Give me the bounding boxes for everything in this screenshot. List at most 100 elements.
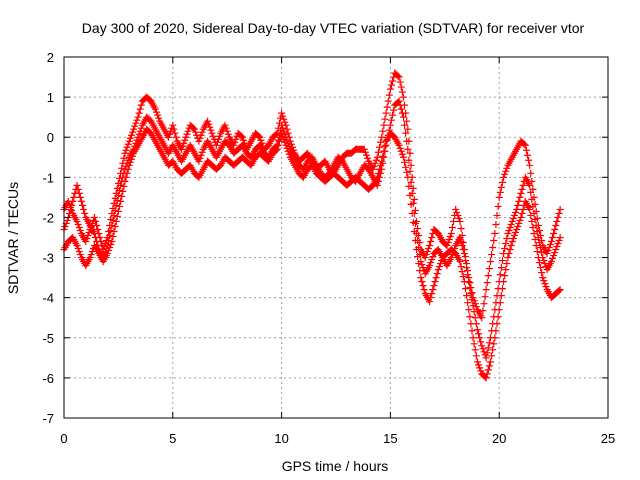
data-point <box>492 327 500 335</box>
data-point <box>493 320 501 328</box>
data-point <box>498 257 506 265</box>
data-point <box>537 264 545 272</box>
data-point <box>428 234 436 241</box>
data-point <box>555 209 563 217</box>
data-point <box>373 153 381 161</box>
data-point <box>404 173 412 181</box>
data-point <box>381 142 389 150</box>
data-point <box>401 121 409 129</box>
data-point <box>69 197 77 205</box>
data-point <box>551 249 559 257</box>
chart-title: Day 300 of 2020, Sidereal Day-to-day VTE… <box>82 20 585 36</box>
data-point <box>458 242 466 250</box>
data-point <box>529 202 537 210</box>
data-point <box>413 246 421 254</box>
data-point <box>214 135 222 143</box>
data-point <box>535 259 543 267</box>
data-point <box>411 237 419 245</box>
data-point <box>166 130 174 138</box>
data-point <box>378 133 386 141</box>
data-point <box>118 164 126 172</box>
data-point <box>498 178 506 186</box>
data-point <box>513 225 521 233</box>
data-point <box>406 167 414 175</box>
data-point <box>514 222 522 230</box>
data-point <box>384 97 392 105</box>
data-point <box>182 133 190 141</box>
data-point <box>506 246 514 254</box>
data-point <box>526 181 534 189</box>
data-point <box>549 255 557 263</box>
data-point <box>208 129 216 137</box>
data-point <box>189 124 197 132</box>
data-point <box>543 250 551 258</box>
data-point <box>490 340 498 348</box>
data-point <box>506 223 514 231</box>
data-point <box>75 223 83 231</box>
data-point <box>471 346 479 354</box>
data-point <box>496 271 504 279</box>
data-point <box>477 338 485 346</box>
y-axis-label: SDTVAR / TECUs <box>5 182 21 294</box>
data-point <box>471 314 479 322</box>
data-point <box>123 143 131 151</box>
data-point <box>281 118 289 126</box>
data-point <box>432 274 440 282</box>
y-tick-label: -1 <box>42 170 54 185</box>
data-point <box>278 129 286 137</box>
plot-frame <box>63 56 609 419</box>
data-point <box>464 271 472 279</box>
data-point <box>81 209 89 217</box>
data-point <box>387 116 395 124</box>
data-point <box>545 244 553 252</box>
data-point <box>414 253 422 261</box>
data-point <box>488 352 496 360</box>
data-point <box>118 192 126 200</box>
data-point <box>553 217 561 225</box>
data-point <box>551 225 559 233</box>
data-point <box>552 221 560 229</box>
data-point <box>137 124 145 132</box>
data-point <box>514 201 522 209</box>
data-point <box>114 207 122 215</box>
data-point <box>409 184 417 192</box>
data-point <box>109 232 117 240</box>
data-point <box>73 242 81 250</box>
data-point <box>274 141 282 149</box>
series-2 <box>60 97 564 362</box>
data-point <box>530 229 538 237</box>
data-point <box>504 229 512 237</box>
data-point <box>427 238 435 246</box>
data-point <box>472 303 480 311</box>
data-point <box>110 211 118 219</box>
data-point <box>438 257 446 265</box>
data-point <box>517 213 525 221</box>
y-tick-label: 0 <box>47 130 54 145</box>
data-point <box>515 197 523 205</box>
data-point <box>504 254 512 262</box>
data-point <box>444 239 452 247</box>
data-point <box>497 264 505 272</box>
data-point <box>507 242 515 250</box>
data-point <box>418 261 426 269</box>
data-point <box>472 352 480 360</box>
data-point <box>399 113 407 121</box>
data-point <box>516 216 524 224</box>
data-point <box>478 342 486 350</box>
data-point <box>501 272 509 280</box>
data-point <box>482 374 490 382</box>
data-point <box>468 296 476 304</box>
data-point <box>373 173 381 181</box>
data-point <box>223 127 231 135</box>
data-point <box>209 132 217 140</box>
data-point <box>272 146 280 154</box>
x-tick-label: 10 <box>274 431 288 446</box>
data-point <box>376 143 384 151</box>
data-point <box>395 141 403 149</box>
data-point <box>447 254 455 262</box>
data-point <box>409 218 417 226</box>
data-point <box>470 308 478 316</box>
data-point <box>426 242 434 250</box>
data-point <box>170 125 178 133</box>
